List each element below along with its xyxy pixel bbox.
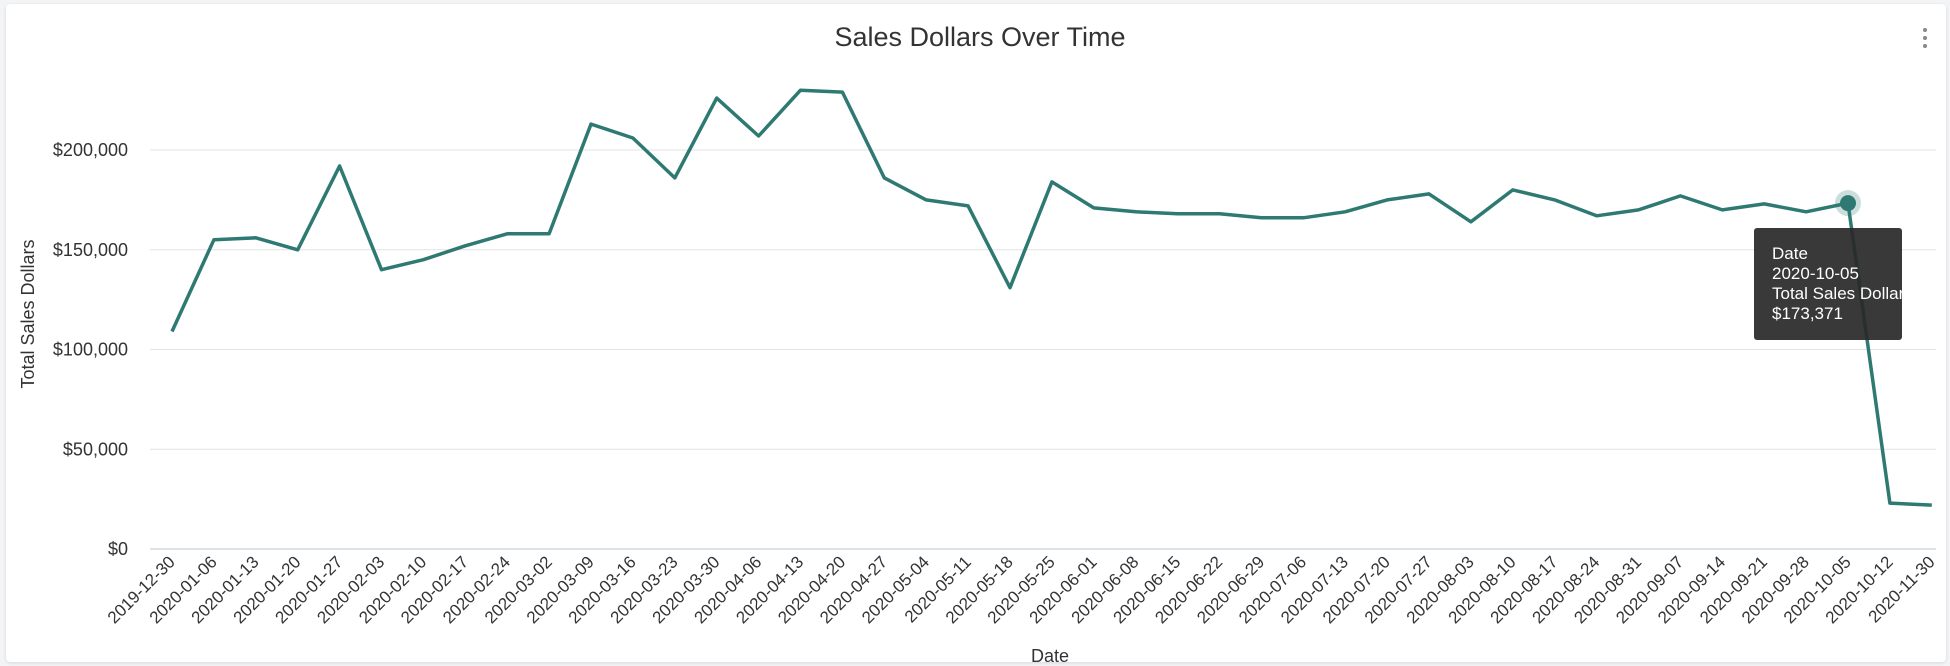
hover-point — [1840, 195, 1856, 212]
chart-title: Sales Dollars Over Time — [834, 22, 1126, 52]
chart-card — [6, 4, 1946, 662]
tooltip: Date 2020-10-05 Total Sales Dollars $173… — [1754, 228, 1913, 340]
tooltip-y-value: $173,371 — [1772, 304, 1843, 323]
tooltip-x-label: Date — [1772, 244, 1808, 263]
tooltip-y-label: Total Sales Dollars — [1772, 284, 1913, 303]
y-tick-label: $50,000 — [63, 439, 128, 459]
series-line — [170, 88, 1932, 507]
y-tick-label: $200,000 — [53, 140, 128, 160]
y-tick-label: $150,000 — [53, 240, 128, 260]
y-tick-label: $100,000 — [53, 340, 128, 360]
y-tick-label: $0 — [108, 539, 128, 559]
hover-marker — [1835, 190, 1861, 217]
x-axis-label: Date — [1031, 646, 1069, 666]
more-options-icon[interactable] — [1920, 26, 1930, 50]
tooltip-x-value: 2020-10-05 — [1772, 264, 1859, 283]
x-axis-ticks: 2019-12-302020-01-062020-01-132020-01-20… — [104, 552, 1939, 627]
y-axis-ticks: $0 $50,000 $100,000 $150,000 $200,000 — [53, 140, 128, 559]
gridlines — [150, 149, 1936, 550]
y-axis-label: Total Sales Dollars — [18, 239, 38, 388]
